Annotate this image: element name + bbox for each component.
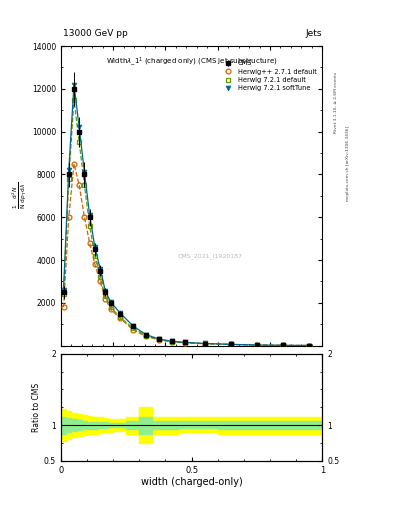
Herwig 7.2.1 softTune — [82, 169, 87, 176]
Text: 13000 GeV pp: 13000 GeV pp — [63, 29, 128, 38]
Text: CMS_2021_I1920187: CMS_2021_I1920187 — [177, 253, 242, 259]
Herwig 7.2.1 softTune — [77, 124, 82, 131]
Herwig++ 2.7.1 default — [170, 339, 174, 345]
Herwig 7.2.1 default — [281, 343, 285, 349]
Y-axis label: $\frac{1}{\mathrm{N}}\,\frac{\mathrm{d}^2 N}{\mathrm{d}p_\mathrm{T}\,\mathrm{d}\: $\frac{1}{\mathrm{N}}\,\frac{\mathrm{d}^… — [11, 182, 29, 209]
Herwig 7.2.1 default — [61, 291, 66, 297]
Herwig 7.2.1 softTune — [92, 244, 97, 250]
Herwig 7.2.1 default — [66, 176, 71, 182]
Herwig++ 2.7.1 default — [156, 337, 161, 343]
Herwig 7.2.1 default — [82, 182, 87, 188]
Herwig++ 2.7.1 default — [255, 342, 259, 348]
Herwig 7.2.1 softTune — [281, 342, 285, 348]
Herwig++ 2.7.1 default — [61, 304, 66, 310]
Herwig++ 2.7.1 default — [87, 240, 92, 246]
Herwig++ 2.7.1 default — [98, 279, 103, 285]
Herwig 7.2.1 default — [118, 314, 122, 320]
Herwig 7.2.1 default — [156, 336, 161, 343]
Herwig 7.2.1 default — [202, 340, 207, 347]
Herwig 7.2.1 default — [130, 325, 135, 331]
Herwig++ 2.7.1 default — [118, 315, 122, 321]
Herwig 7.2.1 default — [143, 332, 148, 338]
Herwig 7.2.1 default — [170, 338, 174, 345]
Text: Rivet 3.1.10, ≥ 2.6M events: Rivet 3.1.10, ≥ 2.6M events — [334, 72, 338, 133]
Herwig 7.2.1 default — [307, 343, 312, 349]
Herwig 7.2.1 default — [103, 293, 108, 300]
Text: Width$\lambda\_1^1$ (charged only) (CMS jet substructure): Width$\lambda\_1^1$ (charged only) (CMS … — [106, 55, 277, 68]
Herwig 7.2.1 softTune — [118, 309, 122, 315]
X-axis label: width (charged-only): width (charged-only) — [141, 477, 242, 487]
Herwig 7.2.1 default — [77, 139, 82, 145]
Herwig 7.2.1 default — [183, 339, 187, 346]
Herwig 7.2.1 softTune — [108, 298, 113, 305]
Herwig++ 2.7.1 default — [228, 342, 233, 348]
Herwig++ 2.7.1 default — [130, 327, 135, 333]
Herwig 7.2.1 default — [228, 342, 233, 348]
Herwig++ 2.7.1 default — [82, 214, 87, 220]
Herwig 7.2.1 softTune — [228, 342, 233, 348]
Herwig++ 2.7.1 default — [108, 306, 113, 312]
Line: Herwig++ 2.7.1 default: Herwig++ 2.7.1 default — [61, 161, 312, 348]
Herwig++ 2.7.1 default — [77, 182, 82, 188]
Herwig++ 2.7.1 default — [143, 333, 148, 339]
Herwig 7.2.1 default — [87, 223, 92, 229]
Herwig 7.2.1 default — [92, 253, 97, 259]
Herwig 7.2.1 softTune — [183, 339, 187, 346]
Herwig++ 2.7.1 default — [103, 295, 108, 302]
Herwig 7.2.1 default — [72, 96, 76, 102]
Herwig 7.2.1 softTune — [170, 338, 174, 345]
Herwig 7.2.1 softTune — [307, 343, 312, 349]
Herwig++ 2.7.1 default — [92, 261, 97, 267]
Line: Herwig 7.2.1 default: Herwig 7.2.1 default — [61, 97, 312, 348]
Herwig 7.2.1 default — [108, 304, 113, 310]
Herwig++ 2.7.1 default — [183, 340, 187, 346]
Herwig++ 2.7.1 default — [307, 343, 312, 349]
Herwig++ 2.7.1 default — [281, 343, 285, 349]
Text: Jets: Jets — [306, 29, 322, 38]
Herwig++ 2.7.1 default — [72, 161, 76, 167]
Herwig 7.2.1 softTune — [130, 323, 135, 329]
Y-axis label: Ratio to CMS: Ratio to CMS — [32, 383, 41, 432]
Text: mcplots.cern.ch [arXiv:1306.3436]: mcplots.cern.ch [arXiv:1306.3436] — [346, 126, 350, 201]
Herwig 7.2.1 default — [255, 342, 259, 348]
Legend: CMS, Herwig++ 2.7.1 default, Herwig 7.2.1 default, Herwig 7.2.1 softTune: CMS, Herwig++ 2.7.1 default, Herwig 7.2.… — [219, 58, 319, 93]
Herwig 7.2.1 softTune — [66, 167, 71, 173]
Herwig 7.2.1 softTune — [87, 212, 92, 218]
Herwig 7.2.1 softTune — [143, 331, 148, 337]
Herwig 7.2.1 softTune — [98, 266, 103, 272]
Herwig 7.2.1 softTune — [61, 287, 66, 293]
Herwig 7.2.1 softTune — [255, 342, 259, 348]
Herwig 7.2.1 softTune — [202, 340, 207, 347]
Herwig 7.2.1 softTune — [156, 336, 161, 342]
Line: Herwig 7.2.1 softTune: Herwig 7.2.1 softTune — [61, 82, 312, 348]
Herwig++ 2.7.1 default — [66, 214, 71, 220]
Herwig 7.2.1 softTune — [103, 288, 108, 294]
Herwig 7.2.1 softTune — [72, 81, 76, 88]
Herwig 7.2.1 default — [98, 274, 103, 280]
Herwig++ 2.7.1 default — [202, 340, 207, 347]
